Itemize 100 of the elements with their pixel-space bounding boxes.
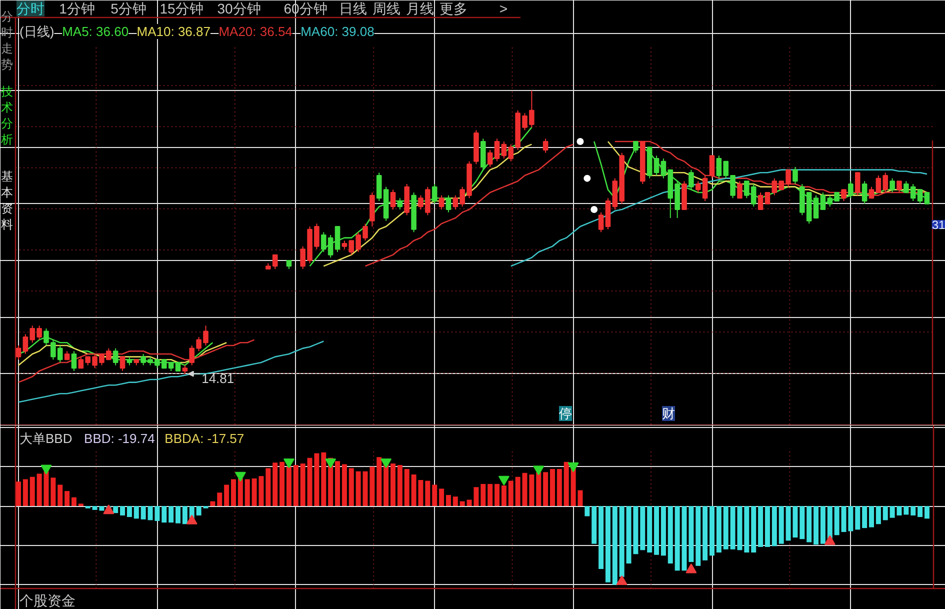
candlestick	[896, 180, 902, 193]
bar	[244, 479, 250, 506]
text: MA20: 36.54	[218, 24, 292, 39]
candlestick	[120, 356, 126, 372]
bar	[293, 465, 298, 506]
bar	[598, 506, 604, 570]
text: 1分钟	[59, 0, 95, 16]
bar	[910, 506, 916, 516]
bar	[30, 476, 35, 506]
candlestick	[390, 189, 396, 210]
bar	[210, 501, 216, 506]
bar	[882, 506, 888, 520]
bar	[50, 478, 56, 506]
bar	[71, 497, 76, 506]
bar	[120, 506, 126, 516]
bar	[230, 479, 236, 506]
bar	[134, 506, 139, 519]
bar	[140, 506, 146, 520]
bar	[834, 506, 840, 536]
candlestick	[737, 180, 742, 199]
point	[325, 458, 336, 468]
candlestick	[432, 183, 438, 204]
bar	[612, 506, 618, 585]
candlestick	[16, 344, 22, 360]
bar	[22, 479, 28, 506]
bar	[827, 506, 832, 540]
text: BBD: -19.74	[84, 431, 155, 446]
bar	[425, 480, 430, 506]
candlestick	[792, 166, 798, 184]
bar	[800, 506, 805, 540]
chart-title: 大单BBD	[20, 431, 72, 446]
text: 15分钟	[160, 0, 204, 16]
point	[824, 535, 836, 545]
candlestick	[862, 180, 868, 204]
candlestick	[813, 194, 819, 218]
candlestick	[890, 178, 895, 193]
bar	[113, 506, 118, 514]
point	[576, 138, 584, 145]
text: >	[499, 0, 508, 16]
bar	[619, 506, 624, 577]
bar	[605, 506, 610, 582]
bar	[556, 468, 562, 506]
point	[568, 462, 579, 472]
bar	[238, 478, 243, 506]
bar	[460, 501, 465, 506]
bar	[64, 491, 70, 506]
point	[584, 174, 591, 182]
bar	[58, 484, 63, 506]
candlestick	[654, 155, 660, 176]
text: 分时	[16, 0, 44, 16]
point	[283, 458, 294, 468]
candlestick	[854, 172, 860, 196]
candlestick	[709, 155, 715, 179]
text: MA60: 39.08	[300, 24, 374, 39]
bar	[397, 465, 402, 506]
bar	[480, 484, 486, 506]
point	[234, 472, 246, 482]
bar	[362, 471, 368, 506]
bar	[640, 506, 646, 550]
bar	[224, 484, 230, 506]
point	[533, 466, 544, 476]
bar	[536, 472, 542, 506]
candlestick	[868, 186, 874, 199]
text: 更多	[440, 0, 468, 16]
candlestick	[494, 138, 500, 162]
point	[686, 564, 697, 574]
bar	[696, 506, 701, 566]
bar	[876, 506, 881, 524]
point	[380, 458, 392, 468]
bar	[764, 506, 770, 547]
bar	[182, 506, 188, 524]
bar	[924, 506, 930, 519]
candlestick	[438, 194, 444, 210]
bar	[751, 506, 756, 552]
text: 5分钟	[110, 0, 146, 16]
candlestick	[848, 180, 854, 199]
text: 30分钟	[217, 0, 261, 16]
text: MA5: 36.60	[62, 24, 129, 39]
bar	[543, 472, 548, 506]
bar	[584, 506, 590, 516]
bar	[280, 462, 285, 506]
candlestick	[598, 212, 604, 233]
text: 个股资金	[20, 592, 76, 608]
annotation: 14.81	[202, 370, 234, 386]
candlestick	[633, 140, 638, 154]
candlestick	[397, 198, 403, 210]
bar	[321, 452, 326, 506]
bar	[508, 480, 514, 506]
point	[186, 514, 198, 524]
bar	[820, 506, 826, 544]
candlestick	[764, 192, 770, 204]
bar	[814, 506, 819, 545]
bar	[356, 471, 361, 506]
bar	[300, 463, 306, 506]
bar	[432, 484, 438, 506]
bar	[855, 506, 860, 530]
candlestick	[758, 192, 764, 210]
bar	[439, 488, 444, 506]
text: 财	[662, 406, 675, 421]
bar	[654, 506, 660, 555]
